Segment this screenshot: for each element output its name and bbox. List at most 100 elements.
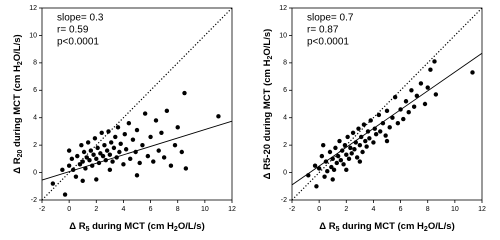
data-point xyxy=(371,140,376,145)
y-tick-label: 4 xyxy=(33,115,37,122)
y-tick-label: -2 xyxy=(281,197,287,204)
data-point xyxy=(340,148,345,153)
data-point xyxy=(414,93,420,98)
y-tick-label: 0 xyxy=(283,169,287,176)
data-point xyxy=(330,177,335,182)
x-tick-label: 0 xyxy=(67,206,71,213)
data-point xyxy=(364,144,369,149)
data-point xyxy=(126,121,132,126)
data-point xyxy=(73,174,79,179)
data-point xyxy=(95,145,100,151)
data-point xyxy=(470,70,475,75)
y-tick-label: -2 xyxy=(31,197,37,204)
data-point xyxy=(104,148,110,153)
data-point xyxy=(80,159,85,164)
data-point xyxy=(140,142,145,148)
data-point xyxy=(121,162,126,167)
data-point xyxy=(109,140,114,145)
data-point xyxy=(175,125,180,130)
data-point xyxy=(398,107,403,112)
data-point xyxy=(392,94,398,100)
data-point xyxy=(321,142,326,148)
data-point xyxy=(342,142,348,148)
data-point xyxy=(90,163,95,168)
data-point xyxy=(115,125,121,130)
data-point xyxy=(145,153,151,159)
data-point xyxy=(71,167,76,173)
x-tick-label: 10 xyxy=(451,206,459,213)
data-point xyxy=(66,163,72,168)
data-point xyxy=(361,122,367,127)
annotation: r= 0.59 xyxy=(57,25,89,36)
data-point xyxy=(403,99,409,104)
data-point xyxy=(331,167,337,173)
data-point xyxy=(50,181,56,186)
data-point xyxy=(401,116,406,122)
data-point xyxy=(356,126,361,131)
x-tick-label: 4 xyxy=(121,206,125,213)
data-point xyxy=(123,147,129,152)
data-point xyxy=(409,88,414,93)
data-point xyxy=(344,152,349,157)
data-point xyxy=(306,173,311,178)
data-point xyxy=(99,130,104,135)
x-tick-label: 2 xyxy=(94,206,98,213)
x-tick-label: 2 xyxy=(344,206,348,213)
data-point xyxy=(322,174,327,179)
data-point xyxy=(134,173,140,178)
data-point xyxy=(353,140,358,145)
data-point xyxy=(433,92,439,97)
data-point xyxy=(350,130,356,135)
x-tick-label: 6 xyxy=(149,206,153,213)
data-point xyxy=(323,159,329,164)
data-point xyxy=(75,153,80,159)
axis-label: Δ R5 during MCT (cm H2O/L/s) xyxy=(319,221,455,234)
data-point xyxy=(94,156,99,162)
x-tick-label: -2 xyxy=(39,206,45,213)
data-point xyxy=(85,140,91,145)
data-point xyxy=(327,149,333,155)
identity-line xyxy=(291,7,483,201)
data-point xyxy=(357,159,363,164)
axis-label-part: O/L/s) xyxy=(428,221,455,232)
axis-label-part: Δ R xyxy=(69,221,85,232)
x-tick-label: 8 xyxy=(176,206,180,213)
data-point xyxy=(334,160,339,166)
axis-label-part: Δ R xyxy=(319,221,335,232)
data-point xyxy=(354,155,360,160)
data-point xyxy=(117,149,122,155)
data-point xyxy=(134,127,140,133)
regression-line xyxy=(291,52,483,186)
data-point xyxy=(111,145,117,151)
y-tick-label: 6 xyxy=(33,87,37,94)
data-point xyxy=(182,90,187,96)
data-point xyxy=(87,158,92,163)
data-point xyxy=(425,85,430,90)
x-tick-label: 6 xyxy=(399,206,403,213)
data-point xyxy=(352,147,357,152)
data-point xyxy=(384,108,390,114)
data-point xyxy=(83,166,88,171)
data-point xyxy=(84,155,89,160)
data-point xyxy=(367,136,372,141)
data-point xyxy=(329,164,334,170)
y-tick-label: 8 xyxy=(33,60,37,67)
data-point xyxy=(96,160,102,166)
data-point xyxy=(422,101,428,107)
data-point xyxy=(161,155,167,160)
x-tick-label: 10 xyxy=(201,206,209,213)
y-tick-label: 4 xyxy=(283,115,287,122)
axis-label-part: 2 xyxy=(267,56,274,60)
axis-label-part: 2 xyxy=(174,226,178,233)
axis-label-part: O/L/s) xyxy=(12,34,23,61)
data-point xyxy=(312,163,318,168)
y-tick-label: 0 xyxy=(33,169,37,176)
data-point xyxy=(378,129,383,134)
y-tick-label: 10 xyxy=(29,32,37,39)
data-point xyxy=(368,118,373,123)
data-point xyxy=(81,149,87,155)
x-tick-label: 0 xyxy=(317,206,321,213)
data-point xyxy=(106,129,111,134)
axis-label-part: 5 xyxy=(86,226,90,233)
data-point xyxy=(335,153,341,159)
